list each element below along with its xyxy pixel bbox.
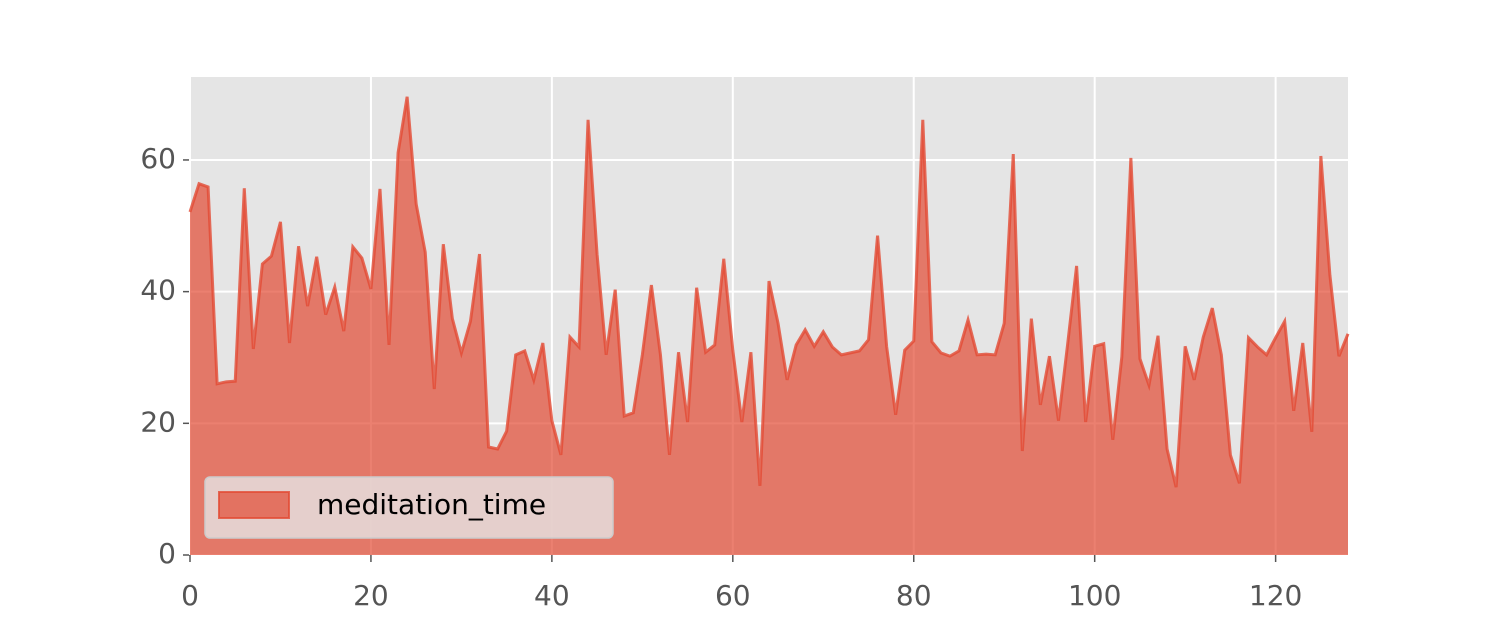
x-tick-label: 0 [181,579,199,612]
x-tick-label: 60 [715,579,751,612]
x-tick-label: 80 [896,579,932,612]
y-tick-label: 40 [140,274,176,307]
x-tick-label: 100 [1068,579,1121,612]
y-tick-label: 60 [140,142,176,175]
x-tick-label: 20 [353,579,389,612]
area-line [188,96,1350,488]
x-tick-label: 40 [534,579,570,612]
legend-label: meditation_time [317,488,546,521]
x-tick-label: 120 [1249,579,1302,612]
y-tick-label: 0 [158,537,176,570]
y-tick-label: 20 [140,405,176,438]
legend-box [204,476,614,539]
legend-swatch [218,491,290,519]
area-fill [190,96,1348,555]
